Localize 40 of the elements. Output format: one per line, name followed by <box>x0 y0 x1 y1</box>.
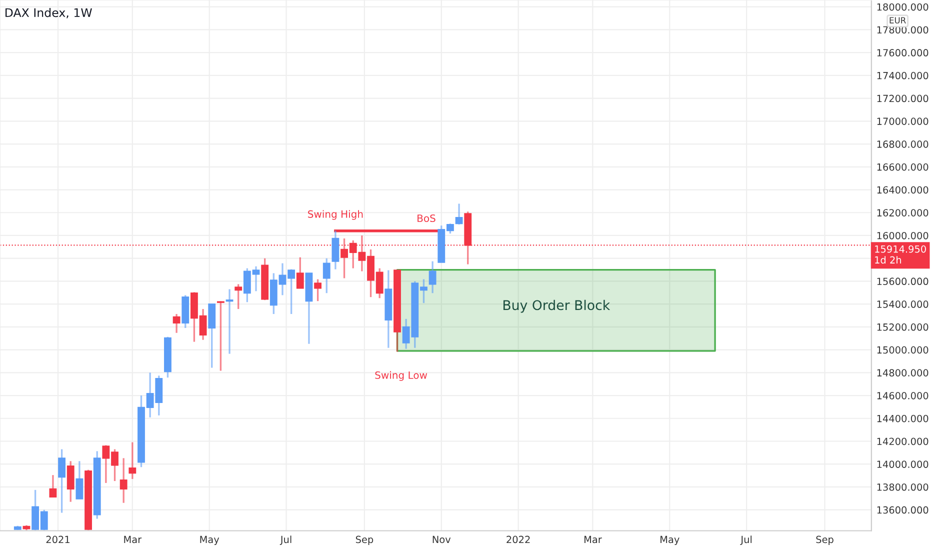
y-tick-label: 17400.000 <box>877 72 928 80</box>
y-tick-label: 18000.000 <box>877 3 928 11</box>
x-tick-label: Sep <box>356 536 374 546</box>
x-tick-label: 2021 <box>46 536 70 544</box>
y-tick-label: 14400.000 <box>877 414 928 422</box>
y-tick-label: 17200.000 <box>877 94 928 102</box>
y-tick-label: 16600.000 <box>877 163 928 171</box>
y-tick-label: 17600.000 <box>877 49 928 56</box>
y-tick-label: 16800.000 <box>877 140 928 148</box>
y-tick-label: 17000.000 <box>877 118 928 126</box>
x-tick-label: May <box>200 536 220 546</box>
y-tick-label: 16000.000 <box>877 232 928 240</box>
ref-line-label: 15914.950 1d 2h <box>875 245 926 264</box>
annotation: Swing High <box>308 210 363 220</box>
y-tick-label: 17800.000 <box>877 26 928 34</box>
y-tick-label: 16200.000 <box>877 209 928 216</box>
y-tick-label: 13800.000 <box>877 483 928 491</box>
x-tick-label: Jul <box>280 536 292 545</box>
y-tick-label: 15000.000 <box>877 346 928 354</box>
x-tick-label: Mar <box>124 536 142 544</box>
y-tick-label: 14200.000 <box>877 438 928 446</box>
y-tick-label: 14600.000 <box>877 392 928 400</box>
y-tick-label: 14800.000 <box>877 369 928 376</box>
y-tick-label: 15200.000 <box>877 323 928 331</box>
y-tick-label: 16400.000 <box>877 186 928 194</box>
annotation: BoS <box>418 214 436 222</box>
y-tick-label: 14000.000 <box>877 460 928 468</box>
x-tick-label: May <box>660 536 680 546</box>
x-tick-label: 2022 <box>506 536 530 544</box>
x-tick-label: Jul <box>740 536 752 545</box>
x-tick-label: Sep <box>816 536 834 546</box>
x-tick-label: Mar <box>584 536 602 544</box>
y-tick-label: 13600.000 <box>877 506 928 514</box>
y-tick-label: 15400.000 <box>877 300 928 308</box>
x-tick-label: Nov <box>432 536 451 544</box>
annotation: Buy Order Block <box>503 300 610 313</box>
annotation: Swing Low <box>375 371 428 381</box>
text: DAX Index, 1W <box>6 8 92 18</box>
y-tick-label: 15600.000 <box>877 278 928 286</box>
y-axis-title: EUR <box>890 17 906 24</box>
